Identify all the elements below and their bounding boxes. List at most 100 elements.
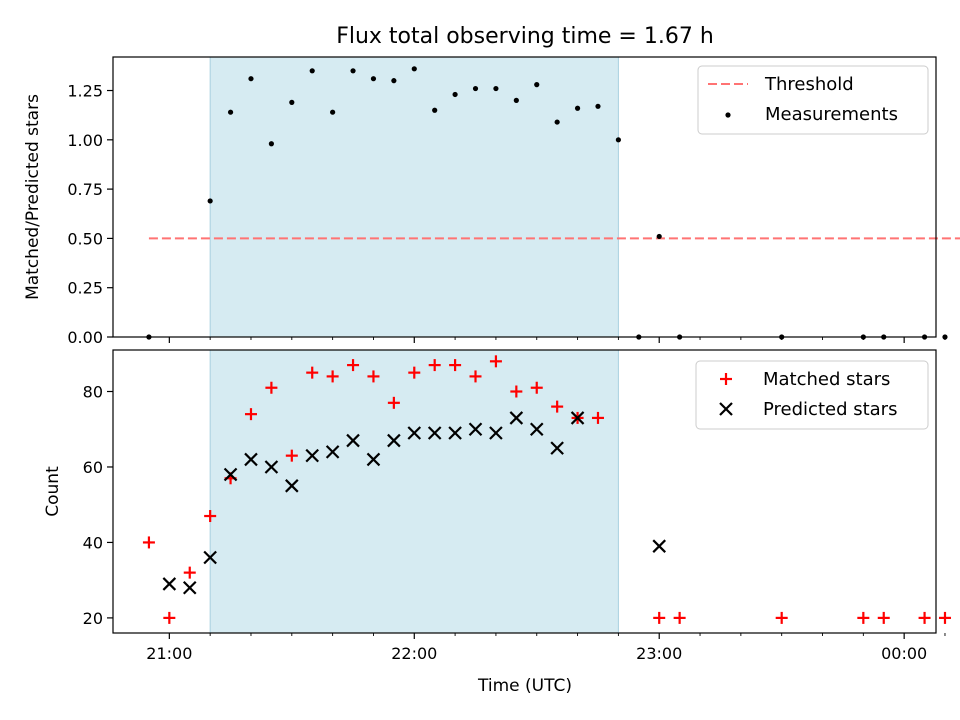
- predicted-star-point: [264, 460, 279, 474]
- matched-star-point: [244, 408, 257, 421]
- top-y-tick-label: 0.75: [67, 180, 103, 199]
- measurement-point: [534, 82, 540, 88]
- bottom-y-axis: 20 40 60 80: [83, 383, 113, 628]
- measurement-point: [411, 66, 417, 72]
- predicted-star-point: [244, 452, 258, 467]
- predicted-star-point: [346, 433, 360, 448]
- bottom-y-tick-label: 20: [83, 609, 103, 628]
- top-plot-frame: [112, 56, 937, 338]
- matched-star-point: [530, 381, 543, 394]
- bottom-plot-frame: [112, 349, 937, 634]
- matched-star-point: [347, 359, 360, 372]
- legend-matched-label: Matched stars: [763, 369, 890, 390]
- predicted-star-point: [366, 452, 381, 467]
- matched-star-point: [489, 355, 502, 368]
- bottom-y-axis-label: Count: [43, 466, 63, 517]
- predicted-star-point: [407, 426, 422, 440]
- matched-star-point: [204, 510, 217, 523]
- top-legend-box: [697, 65, 929, 135]
- matched-star-point: [510, 385, 523, 398]
- matched-star-point: [551, 400, 564, 413]
- top-y-tick-label: 1.25: [67, 82, 103, 101]
- matched-star-point: [285, 449, 298, 462]
- legend-predicted-label: Predicted stars: [763, 399, 897, 420]
- measurement-point: [554, 119, 560, 125]
- measurement-point: [472, 85, 479, 92]
- matched-star-point: [938, 611, 951, 624]
- measurement-point: [656, 233, 662, 240]
- top-measurement-points: [146, 66, 948, 340]
- matched-star-point: [591, 411, 604, 424]
- top-panel: 0.00 0.25 0.50 0.75 1.00 1.25 Matched/Predict…: [23, 56, 960, 347]
- bottom-x-tick-label: 21:00: [146, 644, 192, 663]
- bottom-shaded-region: [209, 349, 619, 634]
- measurement-point: [615, 137, 621, 143]
- predicted-star-point: [182, 580, 197, 595]
- predicted-star-point: [652, 539, 666, 553]
- matched-star-point: [918, 611, 931, 624]
- predicted-star-point: [223, 467, 238, 482]
- predicted-star-point: [509, 411, 524, 425]
- measurement-point: [309, 68, 315, 74]
- top-y-tick-label: 0.00: [67, 328, 103, 347]
- predicted-star-point: [550, 441, 564, 455]
- predicted-star-point: [305, 448, 319, 463]
- bottom-x-axis-label: Time (UTC): [477, 676, 572, 696]
- legend-threshold-label: Threshold: [764, 74, 854, 95]
- measurement-point: [227, 109, 234, 115]
- top-y-axis-label: Matched/Predicted stars: [23, 94, 43, 300]
- predicted-star-point: [162, 577, 177, 591]
- predicted-star-point: [468, 422, 483, 437]
- measurement-point: [432, 107, 438, 113]
- measurement-point: [289, 99, 295, 105]
- matched-star-point: [673, 611, 686, 624]
- matched-star-point: [183, 566, 196, 579]
- measurement-point: [391, 78, 397, 84]
- legend-measurements-swatch: [725, 112, 731, 118]
- top-x-axis: [168, 337, 946, 343]
- top-y-tick-label: 0.50: [67, 229, 103, 248]
- legend-matched-swatch: [720, 373, 732, 385]
- measurement-point: [207, 198, 213, 204]
- measurement-point: [574, 105, 581, 111]
- measurement-point: [268, 141, 274, 147]
- top-shaded-region: [209, 56, 619, 338]
- predicted-star-point: [203, 550, 217, 565]
- bottom-y-tick-label: 80: [83, 383, 103, 402]
- measurement-point: [452, 91, 458, 98]
- predicted-star-point: [529, 422, 544, 437]
- matched-star-point: [163, 611, 176, 624]
- measurement-point: [350, 68, 356, 74]
- matched-star-point: [857, 611, 870, 624]
- bottom-star-points: [142, 355, 951, 624]
- bottom-x-tick-label: 00:00: [881, 644, 927, 663]
- top-y-tick-label: 1.00: [67, 131, 103, 150]
- chart-title: Flux total observing time = 1.67 h: [336, 24, 714, 49]
- bottom-x-tick-label: 23:00: [636, 644, 682, 663]
- bottom-y-tick-label: 60: [83, 458, 103, 477]
- measurement-point: [513, 97, 519, 103]
- predicted-star-point: [387, 433, 401, 448]
- matched-star-point: [775, 611, 788, 624]
- matched-star-point: [326, 370, 339, 383]
- top-y-tick-label: 0.25: [67, 279, 103, 298]
- matched-star-point: [877, 611, 890, 624]
- bottom-legend-box: [695, 360, 929, 430]
- bottom-x-tick-label: 22:00: [391, 644, 437, 663]
- legend-predicted-swatch: [719, 402, 733, 416]
- top-legend: Threshold Measurements: [697, 65, 929, 135]
- predicted-star-point: [448, 426, 462, 440]
- measurement-point: [370, 76, 377, 82]
- predicted-star-point: [427, 426, 442, 440]
- legend-measurements-label: Measurements: [765, 104, 898, 125]
- matched-star-point: [306, 366, 319, 379]
- bottom-y-tick-label: 40: [83, 533, 103, 552]
- matched-star-point: [469, 370, 482, 383]
- matched-star-point: [428, 359, 441, 372]
- top-y-axis: 0.00 0.25 0.50 0.75 1.00 1.25: [67, 82, 113, 347]
- measurement-point: [330, 109, 336, 115]
- bottom-legend: Matched stars Predicted stars: [695, 360, 929, 430]
